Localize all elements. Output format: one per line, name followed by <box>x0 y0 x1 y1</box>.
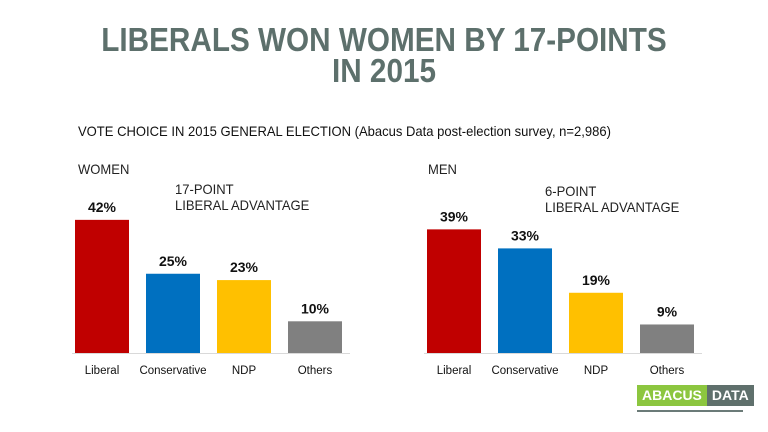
women-bar-conservative <box>146 273 200 353</box>
women-chart-title: WOMEN <box>78 161 130 177</box>
abacus-data-logo: ABACUS DATA <box>637 385 754 406</box>
women-data-label: 25% <box>159 253 188 269</box>
women-data-label: 23% <box>230 259 259 275</box>
men-bar-liberal <box>427 229 481 353</box>
men-category-label: Conservative <box>491 365 558 377</box>
title-line-2: IN 2015 <box>331 52 437 89</box>
women-category-label: Conservative <box>139 365 206 377</box>
page-title: LIBERALS WON WOMEN BY 17-POINTS IN 2015 <box>38 21 729 89</box>
women-category-label: Liberal <box>85 365 120 377</box>
men-data-label: 33% <box>511 227 540 243</box>
women-bar-liberal <box>75 219 129 353</box>
men-data-label: 9% <box>657 303 678 319</box>
chart-subtitle: VOTE CHOICE IN 2015 GENERAL ELECTION (Ab… <box>78 123 611 139</box>
logo-underline <box>637 410 743 412</box>
women-annotation-1: 17-POINT <box>175 181 234 197</box>
men-bar-ndp <box>569 292 623 353</box>
men-bar-conservative <box>498 248 552 353</box>
men-bar-others <box>640 324 694 353</box>
title-line-1: LIBERALS WON WOMEN BY 17-POINTS <box>101 21 667 58</box>
men-data-label: 39% <box>440 208 469 224</box>
women-category-label: Others <box>298 365 333 377</box>
women-data-label: 10% <box>301 300 330 316</box>
men-chart-title: MEN <box>428 161 457 177</box>
men-category-label: Liberal <box>437 365 472 377</box>
men-data-label: 19% <box>582 272 611 288</box>
women-bar-others <box>288 321 342 353</box>
women-bar-ndp <box>217 280 271 353</box>
logo-left: ABACUS <box>637 385 707 406</box>
men-annotation-1: 6-POINT <box>545 183 597 199</box>
women-annotation-2: LIBERAL ADVANTAGE <box>175 197 310 213</box>
men-category-label: Others <box>650 365 685 377</box>
women-data-label: 42% <box>88 199 117 215</box>
men-category-label: NDP <box>584 365 609 377</box>
logo-right: DATA <box>706 385 754 406</box>
women-category-label: NDP <box>232 365 257 377</box>
men-annotation-2: LIBERAL ADVANTAGE <box>545 199 680 215</box>
